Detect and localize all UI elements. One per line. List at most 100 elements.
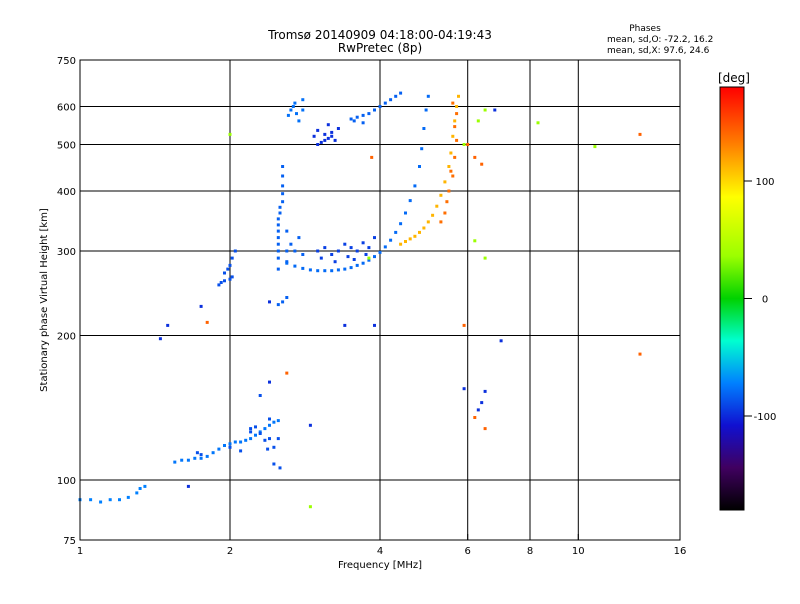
data-point (435, 204, 439, 208)
data-point (108, 498, 112, 502)
data-point (426, 94, 430, 98)
data-point (367, 112, 371, 116)
data-point (473, 155, 477, 159)
data-point (276, 256, 280, 260)
data-point (352, 119, 356, 123)
data-point (593, 145, 597, 149)
series-e-layer (173, 419, 280, 464)
data-point (285, 371, 289, 375)
data-point (293, 264, 297, 268)
data-point (422, 226, 426, 230)
y-tick-label: 500 (57, 141, 76, 152)
data-point (480, 162, 484, 166)
data-point (536, 121, 540, 125)
data-point (443, 180, 447, 184)
data-point (367, 256, 371, 260)
series-scattered-green (228, 108, 597, 509)
data-point (316, 143, 320, 146)
data-point (199, 456, 203, 460)
data-point (343, 323, 347, 327)
data-point (276, 229, 280, 233)
data-point (254, 433, 257, 437)
data-point (239, 449, 243, 453)
data-point (199, 304, 203, 308)
data-point (422, 127, 426, 130)
data-point (447, 189, 451, 193)
data-point (449, 169, 453, 173)
data-point (355, 115, 359, 119)
data-point (199, 453, 203, 457)
series-f2-x-mode-spread (439, 101, 459, 224)
data-point (272, 445, 276, 449)
series-e-scatter (195, 394, 282, 470)
data-point (476, 408, 480, 412)
data-point (254, 425, 257, 429)
data-point (276, 223, 280, 227)
x-tick-label: 4 (377, 546, 383, 557)
series-scattered (158, 108, 503, 488)
data-point (336, 249, 340, 253)
data-point (286, 113, 290, 117)
data-point (301, 108, 305, 112)
x-tick-label: 8 (527, 546, 533, 557)
y-tick-label: 200 (57, 332, 76, 343)
y-axis: 75 100 200 300 400 500 600 750 (57, 56, 86, 547)
x-tick-label: 2 (227, 546, 233, 557)
data-point (278, 211, 282, 215)
data-point (228, 263, 232, 267)
data-point (330, 134, 334, 138)
x-tick-label: 10 (572, 546, 585, 557)
data-point (361, 121, 365, 125)
data-point (399, 222, 403, 226)
data-point (281, 174, 285, 178)
data-point (217, 447, 221, 451)
data-point (233, 440, 237, 444)
series-upper-left (286, 98, 305, 123)
data-point (258, 394, 262, 397)
data-point (473, 416, 477, 419)
data-point (455, 138, 459, 142)
data-point (355, 263, 359, 267)
data-point (193, 456, 197, 460)
phase-stats-heading: Phases (629, 24, 661, 34)
colorbar-tick-label: 0 (762, 295, 768, 306)
data-point (418, 165, 421, 168)
series-f2-o-mode (285, 94, 430, 273)
data-point (431, 213, 435, 217)
data-point (418, 230, 421, 234)
data-point (230, 256, 234, 260)
data-point (466, 143, 470, 146)
data-point (173, 460, 177, 464)
data-point (249, 430, 253, 434)
data-point (281, 300, 285, 304)
data-point (394, 94, 398, 98)
data-point (483, 108, 487, 112)
series-low-e-trace (78, 484, 147, 504)
series-f-layer-high (349, 91, 403, 125)
data-point (258, 430, 262, 434)
data-point (319, 256, 323, 260)
data-point (285, 296, 289, 299)
data-point (462, 387, 466, 391)
data-point (293, 249, 297, 253)
data-point (276, 267, 280, 271)
data-point (451, 134, 455, 138)
data-point (323, 138, 327, 142)
data-point (447, 165, 451, 168)
data-point (361, 261, 365, 265)
data-point (420, 147, 424, 151)
y-tick-label: 400 (57, 187, 76, 198)
data-point (180, 458, 184, 462)
data-point (276, 242, 280, 246)
data-point (195, 451, 199, 455)
data-point (383, 245, 387, 249)
data-point (326, 136, 330, 140)
data-point (499, 339, 503, 343)
series-scattered-warm (205, 132, 642, 431)
chart-title: Tromsø 20140909 04:18:00-04:19:43 (267, 28, 492, 42)
colorbar (719, 86, 745, 511)
data-point (349, 117, 353, 121)
data-point (295, 112, 298, 116)
data-point (364, 253, 368, 256)
data-point (249, 427, 253, 431)
